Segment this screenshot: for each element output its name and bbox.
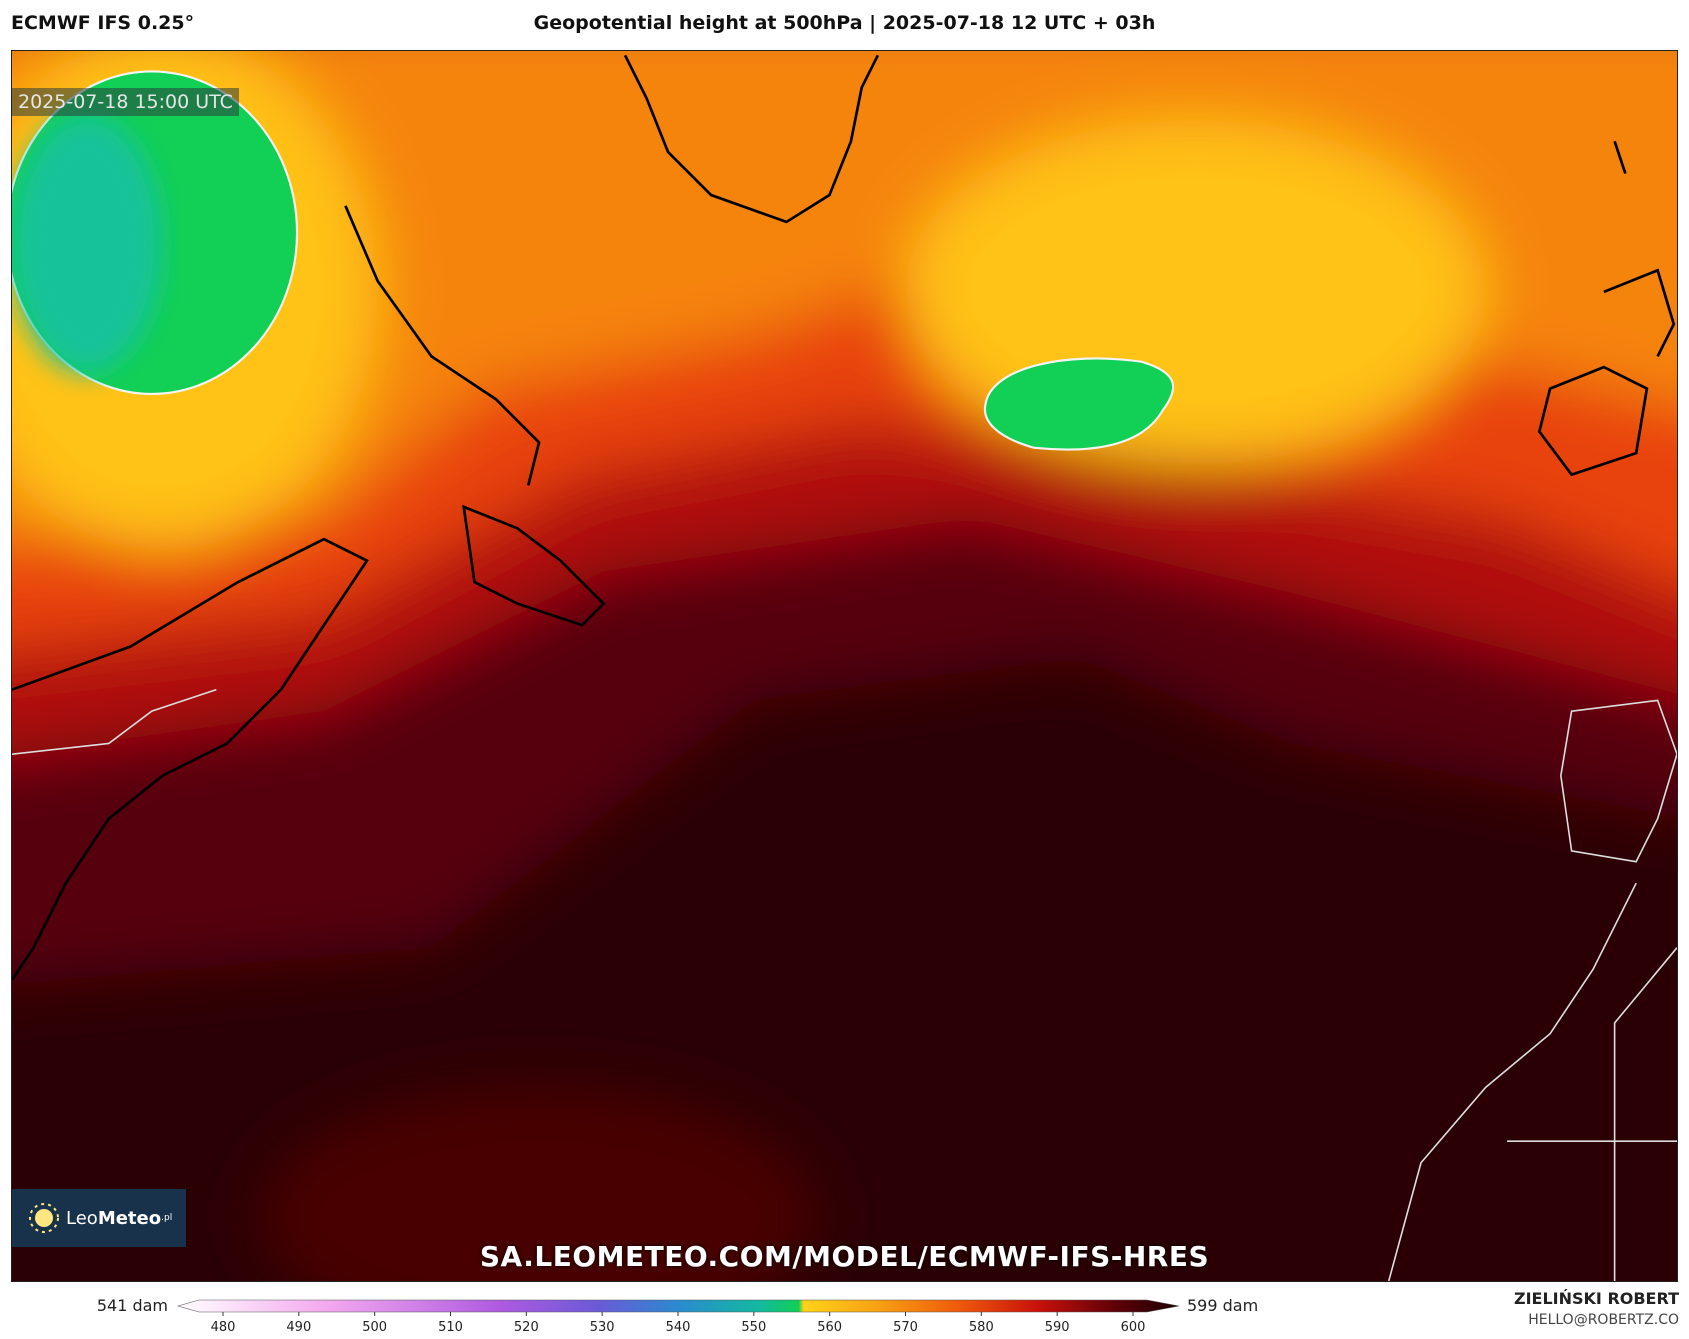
colorbar-max: 599 dam [1187,1296,1258,1315]
logo: Leo Meteo .pl [12,1189,186,1247]
logo-sun [29,1203,59,1233]
colorbar-tick-label: 590 [1045,1320,1070,1335]
valid-time: 2025-07-18 15:00 UTC [12,88,239,116]
coastline [12,54,1676,981]
email: HELLO@ROBERTZ.CO [1528,1312,1679,1328]
low-core [12,114,163,373]
source-url: SA.LEOMETEO.COM/MODEL/ECMWF-IFS-HRES [479,1240,1210,1273]
colorbar-tick-label: 560 [817,1320,842,1335]
colorbar-tick-label: 500 [362,1320,387,1335]
logo-suffix: .pl [161,1213,173,1223]
colorbar-tick-label: 540 [666,1320,691,1335]
model-name: ECMWF IFS 0.25° [11,12,195,34]
colorbar-tick-label: 570 [893,1320,918,1335]
logo-leo: Leo [66,1207,98,1229]
colorbar-tick-label: 550 [741,1320,766,1335]
colorbar-tick-label: 600 [1121,1320,1146,1335]
borders [12,688,1677,1281]
colorbar-tick-label: 490 [286,1320,311,1335]
colorbar-bar [176,1299,1180,1313]
colorbar-tick-label: 530 [590,1320,615,1335]
colorbar-tick-label: 520 [514,1320,539,1335]
author: ZIELIŃSKI ROBERT [1513,1289,1679,1308]
low-contour [983,357,1175,451]
map-title: Geopotential height at 500hPa | 2025-07-… [533,12,1156,34]
map [11,50,1678,1282]
colorbar-tick-label: 480 [211,1320,236,1335]
colorbar-tick-label: 510 [438,1320,463,1335]
logo-meteo: Meteo [97,1207,162,1229]
colorbar-min: 541 dam [97,1296,168,1315]
colorbar: 541 dam 599 dam 480 490 500 510 520 530 540 550… [97,1296,1258,1335]
colorbar-tick-label: 580 [969,1320,994,1335]
